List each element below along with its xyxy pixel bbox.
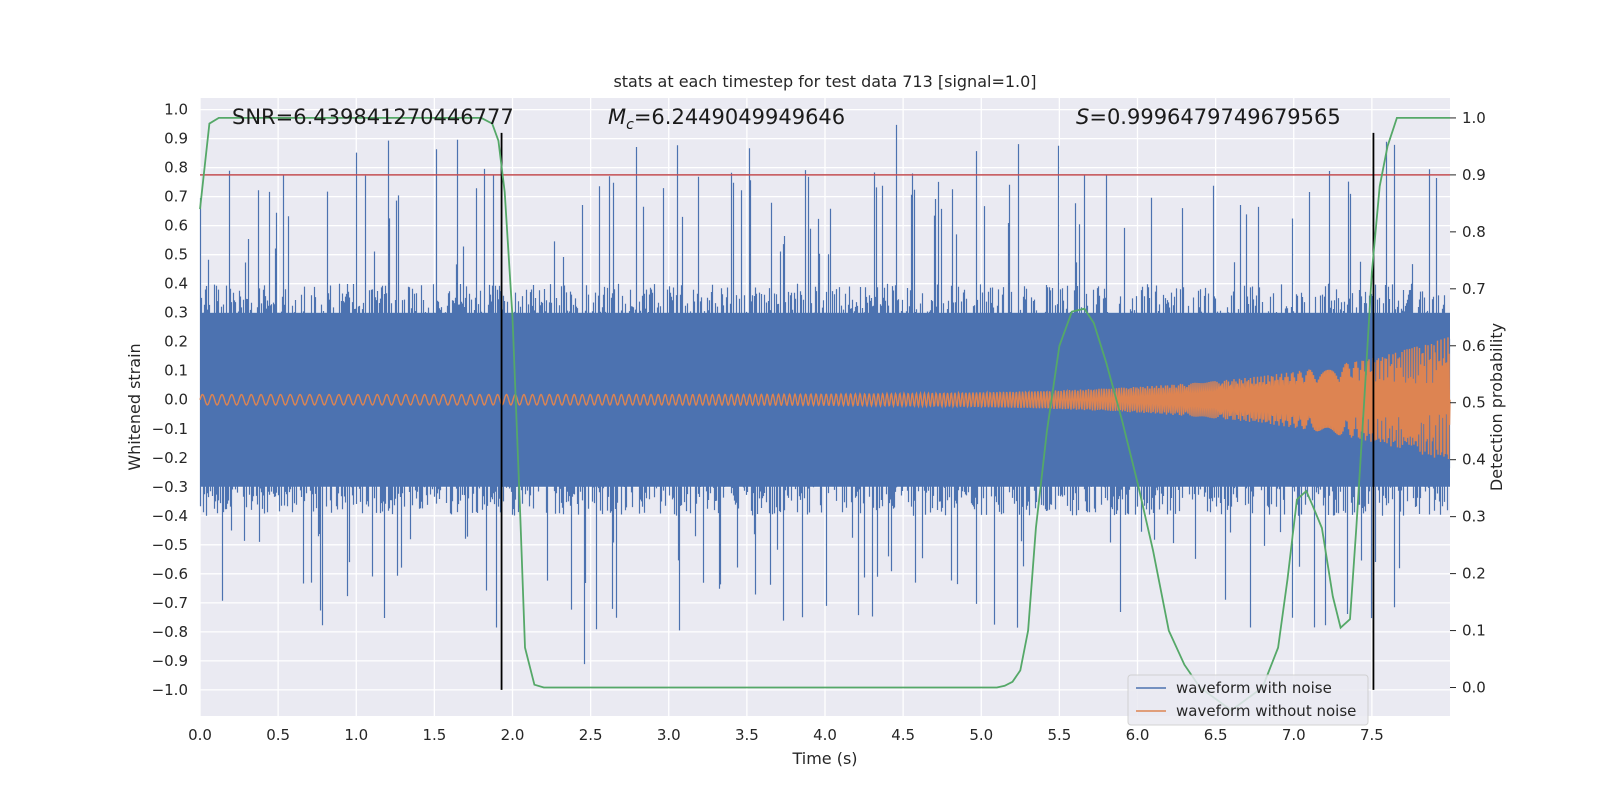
x-tick-label: 3.5 [735,726,759,744]
left-y-tick-label: 0.9 [164,130,188,148]
left-y-tick-label: 0.2 [164,333,188,351]
reference-lines [200,132,1450,690]
x-tick-label: 1.0 [344,726,368,744]
left-y-tick-label: −1.0 [152,681,188,699]
statistic-annotation: S=0.9996479749679565 [1076,105,1341,129]
legend-label-clean: waveform without noise [1176,702,1356,720]
chirp-mass-annotation: Mc=6.2449049949646 [608,105,845,133]
right-y-tick-label: 1.0 [1462,109,1486,127]
left-y-tick-label: −0.4 [152,507,188,525]
clean-waveform-line [199,337,1451,459]
x-tick-label: 4.0 [813,726,837,744]
left-y-tick-label: 0.6 [164,217,188,235]
chart-title: stats at each timestep for test data 713… [613,72,1036,91]
right-y-tick-labels: 1.0 0.9 0.8 0.7 0.6 0.5 0.4 0.3 0.2 0.1 0.0 [1450,109,1486,697]
snr-annotation: SNR=6.439841270446777 [232,105,514,129]
right-y-tick-label: 0.2 [1462,565,1486,583]
right-y-tick-label: 0.4 [1462,451,1486,469]
x-tick-label: 5.5 [1047,726,1071,744]
x-tick-labels: 0.0 0.5 1.0 1.5 2.0 2.5 3.0 3.5 4.0 4.5 5.0 5.5 6.0 6… [188,726,1384,744]
right-y-tick-label: 0.3 [1462,508,1486,526]
legend-label-noise: waveform with noise [1176,679,1332,697]
detection-probability-series [199,117,1450,712]
left-y-tick-label: −0.1 [152,420,188,438]
left-y-tick-label: −0.2 [152,449,188,467]
chirp-mass-subscript: c [626,117,634,133]
left-y-tick-label: 0.7 [164,188,188,206]
x-tick-label: 7.5 [1360,726,1384,744]
x-tick-label: 6.0 [1126,726,1150,744]
detection-probability-line [199,117,1450,712]
legend: waveform with noise waveform without noi… [1127,674,1369,726]
left-y-tick-label: 0.4 [164,275,188,293]
x-tick-label: 7.0 [1282,726,1306,744]
right-y-tick-label: 0.8 [1462,223,1486,241]
left-y-tick-label: 0.0 [164,391,188,409]
right-y-tick-label: 0.0 [1462,679,1486,697]
left-y-tick-label: 0.5 [164,246,188,264]
left-y-tick-label: −0.6 [152,565,188,583]
statistic-symbol: S [1076,105,1089,129]
left-y-axis-label: Whitened strain [125,343,144,470]
right-y-tick-label: 0.6 [1462,337,1486,355]
x-tick-label: 0.0 [188,726,212,744]
legend-box [1127,674,1369,726]
left-y-tick-label: −0.3 [152,478,188,496]
x-tick-label: 4.5 [891,726,915,744]
right-y-axis-label: Detection probability [1487,323,1506,491]
left-y-tick-label: 0.3 [164,304,188,322]
left-y-tick-label: −0.5 [152,536,188,554]
right-y-tick-label: 0.1 [1462,622,1486,640]
left-y-tick-label: −0.7 [152,594,188,612]
right-y-tick-label: 0.9 [1462,166,1486,184]
x-axis-label: Time (s) [791,749,857,768]
chirp-mass-value: =6.2449049949646 [634,105,845,129]
x-tick-label: 6.5 [1204,726,1228,744]
x-tick-label: 3.0 [657,726,681,744]
x-tick-label: 0.5 [266,726,290,744]
x-tick-label: 5.0 [969,726,993,744]
left-y-tick-label: 0.8 [164,159,188,177]
waveform-without-noise-series [199,337,1451,459]
right-y-tick-label: 0.7 [1462,280,1486,298]
x-tick-label: 2.5 [579,726,603,744]
left-y-tick-label: −0.8 [152,623,188,641]
left-y-tick-label: −0.9 [152,652,188,670]
x-tick-label: 2.0 [501,726,525,744]
right-y-tick-label: 0.5 [1462,394,1486,412]
left-y-tick-label: 1.0 [164,101,188,119]
left-y-tick-labels: 1.0 0.9 0.8 0.7 0.6 0.5 0.4 0.3 0.2 0.1 0.0 −0.1 −0.… [152,101,188,699]
x-tick-label: 1.5 [422,726,446,744]
left-y-tick-label: 0.1 [164,362,188,380]
statistic-value: =0.9996479749679565 [1089,105,1340,129]
chirp-mass-symbol: M [608,105,626,129]
